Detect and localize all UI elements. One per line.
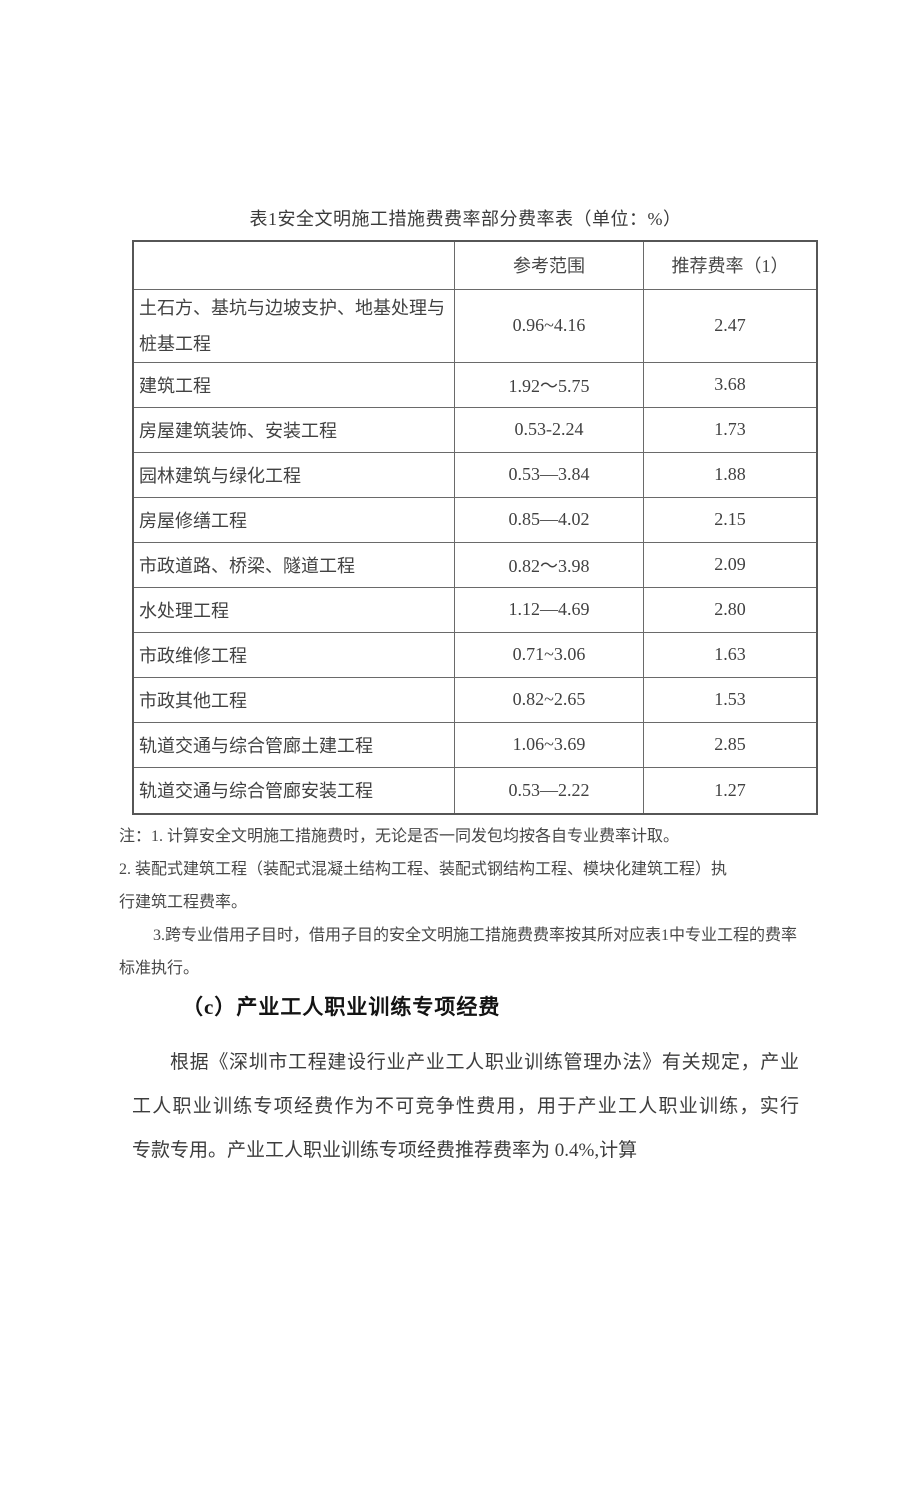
reference-range-cell: 0.85—4.02 [454,496,644,543]
recommended-rate-cell: 1.88 [643,451,818,498]
table-notes: 注：1. 计算安全文明施工措施费时，无论是否一同发包均按各自专业费率计取。 2.… [119,820,809,985]
recommended-rate-cell: 2.80 [643,586,818,633]
recommended-rate-cell: 3.68 [643,361,818,408]
paragraph-line-1: 根据《深圳市工程建设行业产业工人职业训练管理办法》有关规定，产业 [170,1052,799,1073]
recommended-rate-cell: 1.63 [643,631,818,678]
project-name-cell: 轨道交通与综合管廊安装工程 [132,766,455,815]
project-name-cell: 市政其他工程 [132,676,455,723]
reference-range-column-header: 参考范围 [454,240,644,290]
reference-range-cell: 0.82～3.98 [454,541,644,588]
recommended-rate-cell: 2.15 [643,496,818,543]
table-row: 园林建筑与绿化工程 0.53—3.84 1.88 [132,451,818,498]
project-name-cell: 建筑工程 [132,361,455,408]
recommended-rate-cell: 1.27 [643,766,818,815]
project-name-cell: 水处理工程 [132,586,455,633]
table-row: 土石方、基坑与边坡支护、地基处理与桩基工程 0.96~4.16 2.47 [132,288,818,363]
project-name-cell: 轨道交通与综合管廊土建工程 [132,721,455,768]
project-name-cell: 房屋建筑装饰、安装工程 [132,406,455,453]
section-heading: （c）产业工人职业训练专项经费 [182,995,501,1019]
note-line-2: 2. 装配式建筑工程（装配式混凝土结构工程、装配式钢结构工程、模块化建筑工程）执 [119,861,728,878]
note-line-1: 注：1. 计算安全文明施工措施费时，无论是否一同发包均按各自专业费率计取。 [119,828,680,845]
paragraph-line-2: 工人职业训练专项经费作为不可竞争性费用，用于产业工人职业训练，实行 [132,1096,799,1117]
reference-range-cell: 1.92～5.75 [454,361,644,408]
table-row: 轨道交通与综合管廊安装工程 0.53—2.22 1.27 [132,766,818,815]
reference-range-cell: 0.82~2.65 [454,676,644,723]
project-name-cell: 园林建筑与绿化工程 [132,451,455,498]
table-row: 房屋建筑装饰、安装工程 0.53-2.24 1.73 [132,406,818,453]
reference-range-cell: 0.53—3.84 [454,451,644,498]
note-line-3: 3.跨专业借用子目时，借用子目的安全文明施工措施费费率按其所对应表1中专业工程的… [153,927,798,944]
project-column-header [132,240,455,290]
reference-range-cell: 0.71~3.06 [454,631,644,678]
reference-range-cell: 0.53—2.22 [454,766,644,815]
table-row: 轨道交通与综合管廊土建工程 1.06~3.69 2.85 [132,721,818,768]
recommended-rate-cell: 2.47 [643,288,818,363]
project-name-cell: 市政维修工程 [132,631,455,678]
reference-range-cell: 1.06~3.69 [454,721,644,768]
table-row: 建筑工程 1.92～5.75 3.68 [132,361,818,408]
note-line-2-continued: 行建筑工程费率。 [119,894,248,911]
paragraph-line-3: 专款专用。产业工人职业训练专项经费推荐费率为 0.4%,计算 [132,1140,638,1161]
project-name-cell: 市政道路、桥梁、隧道工程 [132,541,455,588]
table-row: 市政其他工程 0.82~2.65 1.53 [132,676,818,723]
recommended-rate-cell: 1.73 [643,406,818,453]
recommended-rate-cell: 2.09 [643,541,818,588]
body-paragraph: 根据《深圳市工程建设行业产业工人职业训练管理办法》有关规定，产业 工人职业训练专… [132,1041,799,1173]
recommended-rate-column-header: 推荐费率（1） [643,240,818,290]
recommended-rate-cell: 1.53 [643,676,818,723]
reference-range-cell: 0.96~4.16 [454,288,644,363]
table-header-row: 参考范围 推荐费率（1） [132,240,818,290]
reference-range-cell: 0.53-2.24 [454,406,644,453]
document-page: 表1安全文明施工措施费费率部分费率表（单位：%） 参考范围 推荐费率（1） 土石… [0,206,920,1508]
table-row: 房屋修缮工程 0.85—4.02 2.15 [132,496,818,543]
table-row: 水处理工程 1.12—4.69 2.80 [132,586,818,633]
table-row: 市政道路、桥梁、隧道工程 0.82～3.98 2.09 [132,541,818,588]
table-row: 市政维修工程 0.71~3.06 1.63 [132,631,818,678]
safety-measures-rate-table: 参考范围 推荐费率（1） 土石方、基坑与边坡支护、地基处理与桩基工程 0.96~… [132,240,818,815]
table-title: 表1安全文明施工措施费费率部分费率表（单位：%） [249,209,682,229]
project-name-cell: 土石方、基坑与边坡支护、地基处理与桩基工程 [132,288,455,363]
note-line-3-continued: 标准执行。 [119,960,200,977]
project-name-cell: 房屋修缮工程 [132,496,455,543]
recommended-rate-cell: 2.85 [643,721,818,768]
reference-range-cell: 1.12—4.69 [454,586,644,633]
